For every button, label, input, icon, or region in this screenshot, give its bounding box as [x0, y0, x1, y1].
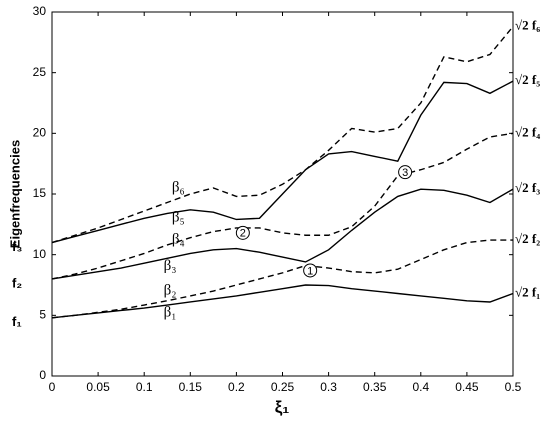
left-label: f₂: [12, 275, 22, 290]
x-tick-label: 0: [49, 380, 56, 394]
series-line: [51, 26, 514, 244]
x-tick-label: 0.4: [412, 380, 429, 394]
x-tick-label: 0.35: [363, 380, 387, 394]
series-line: [51, 239, 513, 319]
y-tick-label: 5: [39, 308, 46, 322]
end-label: √2 f₅: [515, 72, 540, 87]
y-tick-label: 0: [39, 368, 46, 382]
y-tick-label: 25: [33, 65, 47, 79]
series-name: β₄: [172, 232, 185, 248]
end-label: √2 f₆: [515, 18, 540, 33]
x-tick-label: 0.3: [320, 380, 337, 394]
x-tick-label: 0.15: [179, 380, 203, 394]
x-tick-label: 0.2: [228, 380, 245, 394]
left-label: f₁: [12, 314, 22, 329]
series-name: β₆: [172, 179, 185, 195]
x-tick-label: 0.45: [455, 380, 479, 394]
series-name: β₁: [164, 304, 177, 320]
crossing-marker: [303, 263, 318, 278]
end-label: √2 f₃: [515, 180, 540, 195]
x-tick-label: 0.5: [505, 380, 522, 394]
series-line: [51, 284, 514, 319]
y-tick-label: 20: [33, 126, 47, 140]
end-label: √2 f₁: [515, 284, 540, 299]
x-tick-label: 0.05: [86, 380, 110, 394]
series-line: [51, 188, 514, 280]
x-tick-label: 0.1: [136, 380, 153, 394]
end-label: √2 f₄: [515, 124, 540, 139]
series-name: β₂: [164, 283, 177, 299]
x-tick-label: 0.25: [271, 380, 295, 394]
y-tick-label: 30: [33, 4, 47, 18]
crossing-marker: [398, 165, 413, 180]
series-name: β₅: [172, 210, 185, 226]
crossing-label: 2: [240, 228, 246, 240]
crossing-label: 3: [402, 167, 408, 179]
y-axis-label: Eigenfrequencies: [7, 140, 22, 248]
x-axis-label: ξ₁: [275, 397, 290, 416]
end-label: √2 f₂: [515, 231, 540, 246]
series-name: β₃: [164, 258, 177, 274]
series-line: [51, 80, 514, 244]
y-tick-label: 15: [33, 186, 47, 200]
left-label: f₃: [12, 239, 22, 254]
y-tick-label: 10: [33, 247, 47, 261]
crossing-label: 1: [307, 265, 313, 277]
crossing-marker: [235, 225, 250, 240]
